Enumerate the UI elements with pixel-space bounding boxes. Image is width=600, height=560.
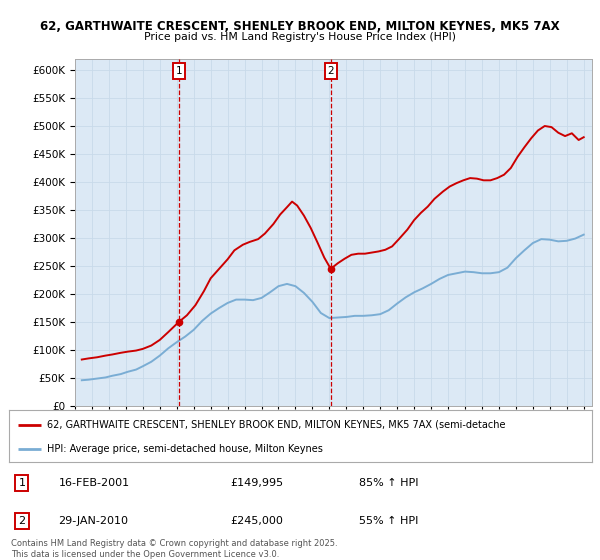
- Text: 2: 2: [18, 516, 25, 526]
- Text: 2: 2: [328, 66, 334, 76]
- Text: £149,995: £149,995: [230, 478, 284, 488]
- Text: 29-JAN-2010: 29-JAN-2010: [59, 516, 128, 526]
- Text: 62, GARTHWAITE CRESCENT, SHENLEY BROOK END, MILTON KEYNES, MK5 7AX: 62, GARTHWAITE CRESCENT, SHENLEY BROOK E…: [40, 20, 560, 32]
- Text: HPI: Average price, semi-detached house, Milton Keynes: HPI: Average price, semi-detached house,…: [47, 444, 323, 454]
- Text: Price paid vs. HM Land Registry's House Price Index (HPI): Price paid vs. HM Land Registry's House …: [144, 32, 456, 43]
- Text: 55% ↑ HPI: 55% ↑ HPI: [359, 516, 418, 526]
- Text: 16-FEB-2001: 16-FEB-2001: [59, 478, 130, 488]
- Text: £245,000: £245,000: [230, 516, 283, 526]
- Text: 62, GARTHWAITE CRESCENT, SHENLEY BROOK END, MILTON KEYNES, MK5 7AX (semi-detache: 62, GARTHWAITE CRESCENT, SHENLEY BROOK E…: [47, 419, 505, 430]
- Text: 85% ↑ HPI: 85% ↑ HPI: [359, 478, 418, 488]
- Text: 1: 1: [175, 66, 182, 76]
- Text: Contains HM Land Registry data © Crown copyright and database right 2025.
This d: Contains HM Land Registry data © Crown c…: [11, 539, 337, 559]
- Text: 1: 1: [19, 478, 25, 488]
